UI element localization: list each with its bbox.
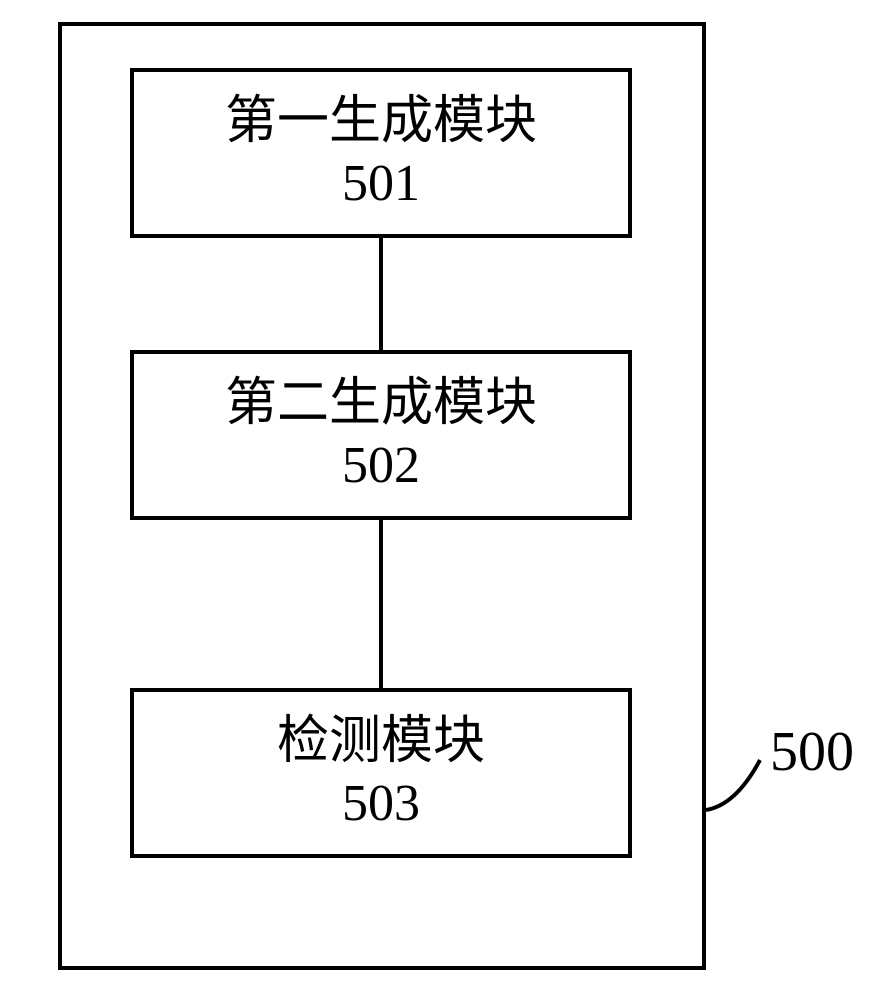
outer-label: 500 [770, 720, 854, 784]
connector-2-3 [379, 520, 383, 688]
label-connector-path [706, 760, 760, 810]
module-number-1: 501 [342, 153, 420, 215]
module-number-2: 502 [342, 435, 420, 497]
module-title-2: 第二生成模块 [225, 373, 537, 435]
connector-1-2 [379, 238, 383, 350]
module-box-2: 第二生成模块 502 [130, 350, 632, 520]
module-number-3: 503 [342, 773, 420, 835]
module-title-3: 检测模块 [277, 711, 485, 773]
module-box-3: 检测模块 503 [130, 688, 632, 858]
module-box-1: 第一生成模块 501 [130, 68, 632, 238]
module-title-1: 第一生成模块 [225, 91, 537, 153]
